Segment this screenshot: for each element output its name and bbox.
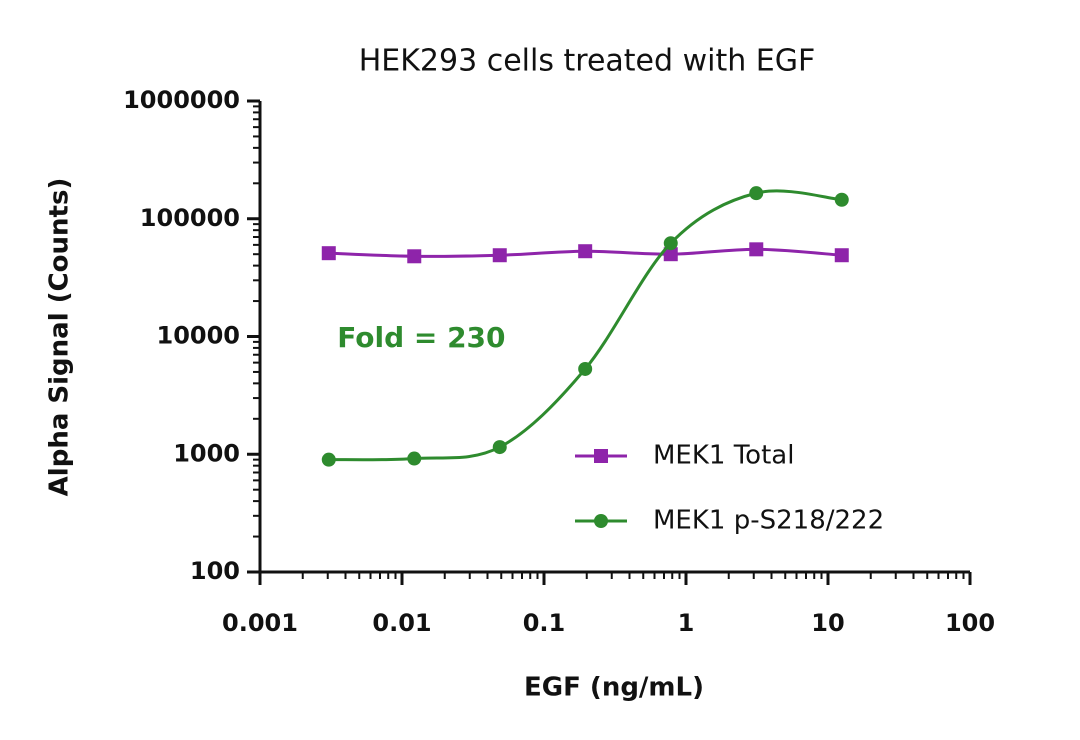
marker: [321, 246, 336, 261]
chart-title: HEK293 cells treated with EGF: [359, 44, 816, 79]
x-tick-label: 10: [811, 609, 844, 637]
y-tick-label: 100: [190, 557, 240, 585]
legend-marker: [594, 514, 608, 528]
marker: [834, 192, 849, 207]
y-tick-label: 100000: [140, 204, 240, 232]
marker: [578, 244, 593, 259]
x-axis-label: EGF (ng/mL): [524, 673, 704, 703]
marker: [407, 451, 422, 466]
marker: [578, 361, 593, 376]
marker: [749, 186, 764, 201]
marker: [749, 242, 764, 257]
annotation: Fold = 230: [337, 321, 505, 354]
x-tick-label: 1: [678, 609, 695, 637]
legend-marker: [594, 449, 608, 463]
x-tick-label: 0.1: [523, 609, 566, 637]
marker: [834, 248, 849, 263]
y-tick-label: 10000: [157, 322, 241, 350]
marker: [663, 236, 678, 251]
x-tick-label: 0.001: [222, 609, 298, 637]
marker: [492, 440, 507, 455]
x-tick-label: 0.01: [372, 609, 431, 637]
y-axis-label: Alpha Signal (Counts): [45, 178, 75, 497]
marker: [407, 249, 422, 264]
x-tick-label: 100: [945, 609, 995, 637]
legend-label: MEK1 p-S218/222: [653, 506, 884, 536]
marker: [321, 452, 336, 467]
y-tick-label: 1000000: [123, 86, 240, 114]
marker: [663, 247, 678, 262]
y-tick-label: 1000: [173, 439, 240, 467]
marker: [492, 248, 507, 263]
legend-label: MEK1 Total: [653, 441, 794, 471]
